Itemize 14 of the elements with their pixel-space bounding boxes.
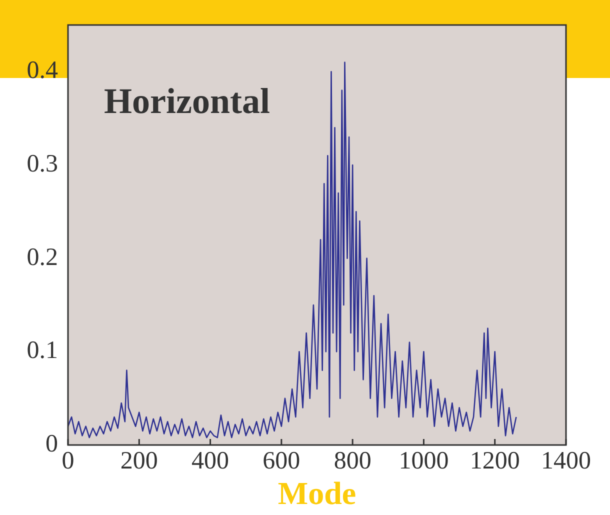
y-tick-label: 0.2 xyxy=(26,244,58,271)
y-tick-label: 0.3 xyxy=(26,150,58,178)
x-tick-label: 1200 xyxy=(470,448,520,475)
x-tick-label: 1000 xyxy=(398,448,449,475)
x-axis-title: Mode xyxy=(278,475,356,512)
annotation: Horizontal xyxy=(104,81,270,121)
x-tick-label: 600 xyxy=(262,448,300,475)
x-tick-label: 200 xyxy=(120,448,158,475)
x-tick-label: 400 xyxy=(192,448,230,475)
y-tick-label: 0 xyxy=(46,430,58,458)
y-tick-label: 0.1 xyxy=(26,337,58,364)
y-tick-label: 0.4 xyxy=(26,57,58,84)
x-tick-label: 800 xyxy=(334,448,372,475)
x-tick-label: 1400 xyxy=(541,448,591,475)
